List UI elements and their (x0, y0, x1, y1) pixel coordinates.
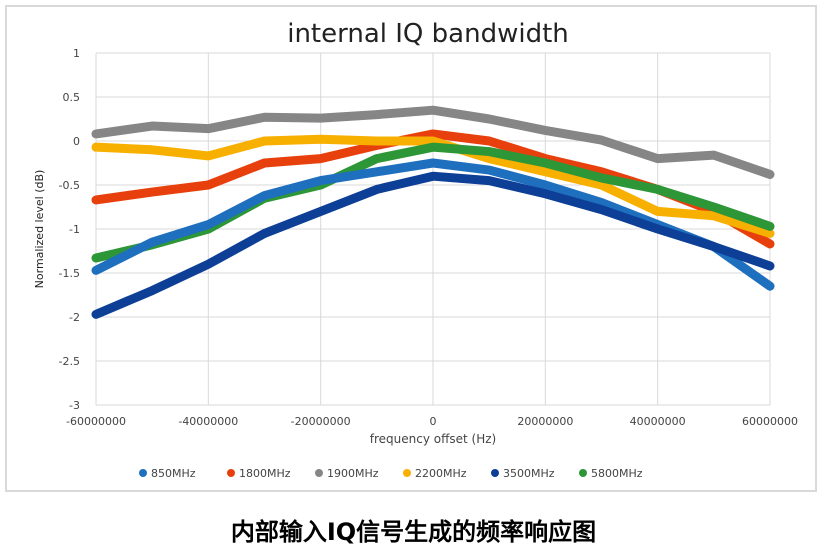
x-axis-label: frequency offset (Hz) (370, 432, 496, 446)
y-tick-label: -2.5 (59, 355, 80, 368)
y-tick-label: -1.5 (59, 267, 80, 280)
legend-label: 1800MHz (239, 467, 291, 480)
x-tick-label: 60000000 (742, 415, 798, 428)
legend-label: 1900MHz (327, 467, 379, 480)
y-tick-label: 0.5 (63, 91, 81, 104)
legend-label: 850MHz (151, 467, 196, 480)
y-tick-label: 1 (73, 47, 80, 60)
x-tick-label: -60000000 (66, 415, 126, 428)
legend-label: 2200MHz (415, 467, 467, 480)
legend-marker (227, 469, 235, 477)
x-tick-label: 40000000 (630, 415, 686, 428)
legend-marker (139, 469, 147, 477)
y-axis-label: Normalized level (dB) (33, 170, 46, 289)
series-line-2200MHz (91, 134, 775, 238)
x-tick-label: -20000000 (291, 415, 351, 428)
x-tick-label: 0 (430, 415, 437, 428)
y-tick-label: -3 (69, 399, 80, 412)
chart-title: internal IQ bandwidth (287, 19, 569, 49)
y-tick-label: -1 (69, 223, 80, 236)
line-chart: internal IQ bandwidth 1 0.5 0 -0.5 -1 -1.5 -2 -… (33, 19, 798, 480)
chart-frame (5, 5, 817, 492)
legend-label: 3500MHz (503, 467, 555, 480)
legend-marker (403, 469, 411, 477)
x-tick-label: -40000000 (178, 415, 238, 428)
y-tick-label: -2 (69, 311, 80, 324)
series-line-3500MHz (91, 171, 775, 319)
y-tick-label: -0.5 (59, 179, 80, 192)
x-tick-label: 20000000 (517, 415, 573, 428)
legend-marker (579, 469, 587, 477)
legend-marker (491, 469, 499, 477)
y-tick-label: 0 (73, 135, 80, 148)
figure-caption: 内部输入IQ信号生成的频率响应图 (230, 518, 597, 546)
legend-label: 5800MHz (591, 467, 643, 480)
series-line-1900MHz (91, 105, 775, 179)
legend-marker (315, 469, 323, 477)
